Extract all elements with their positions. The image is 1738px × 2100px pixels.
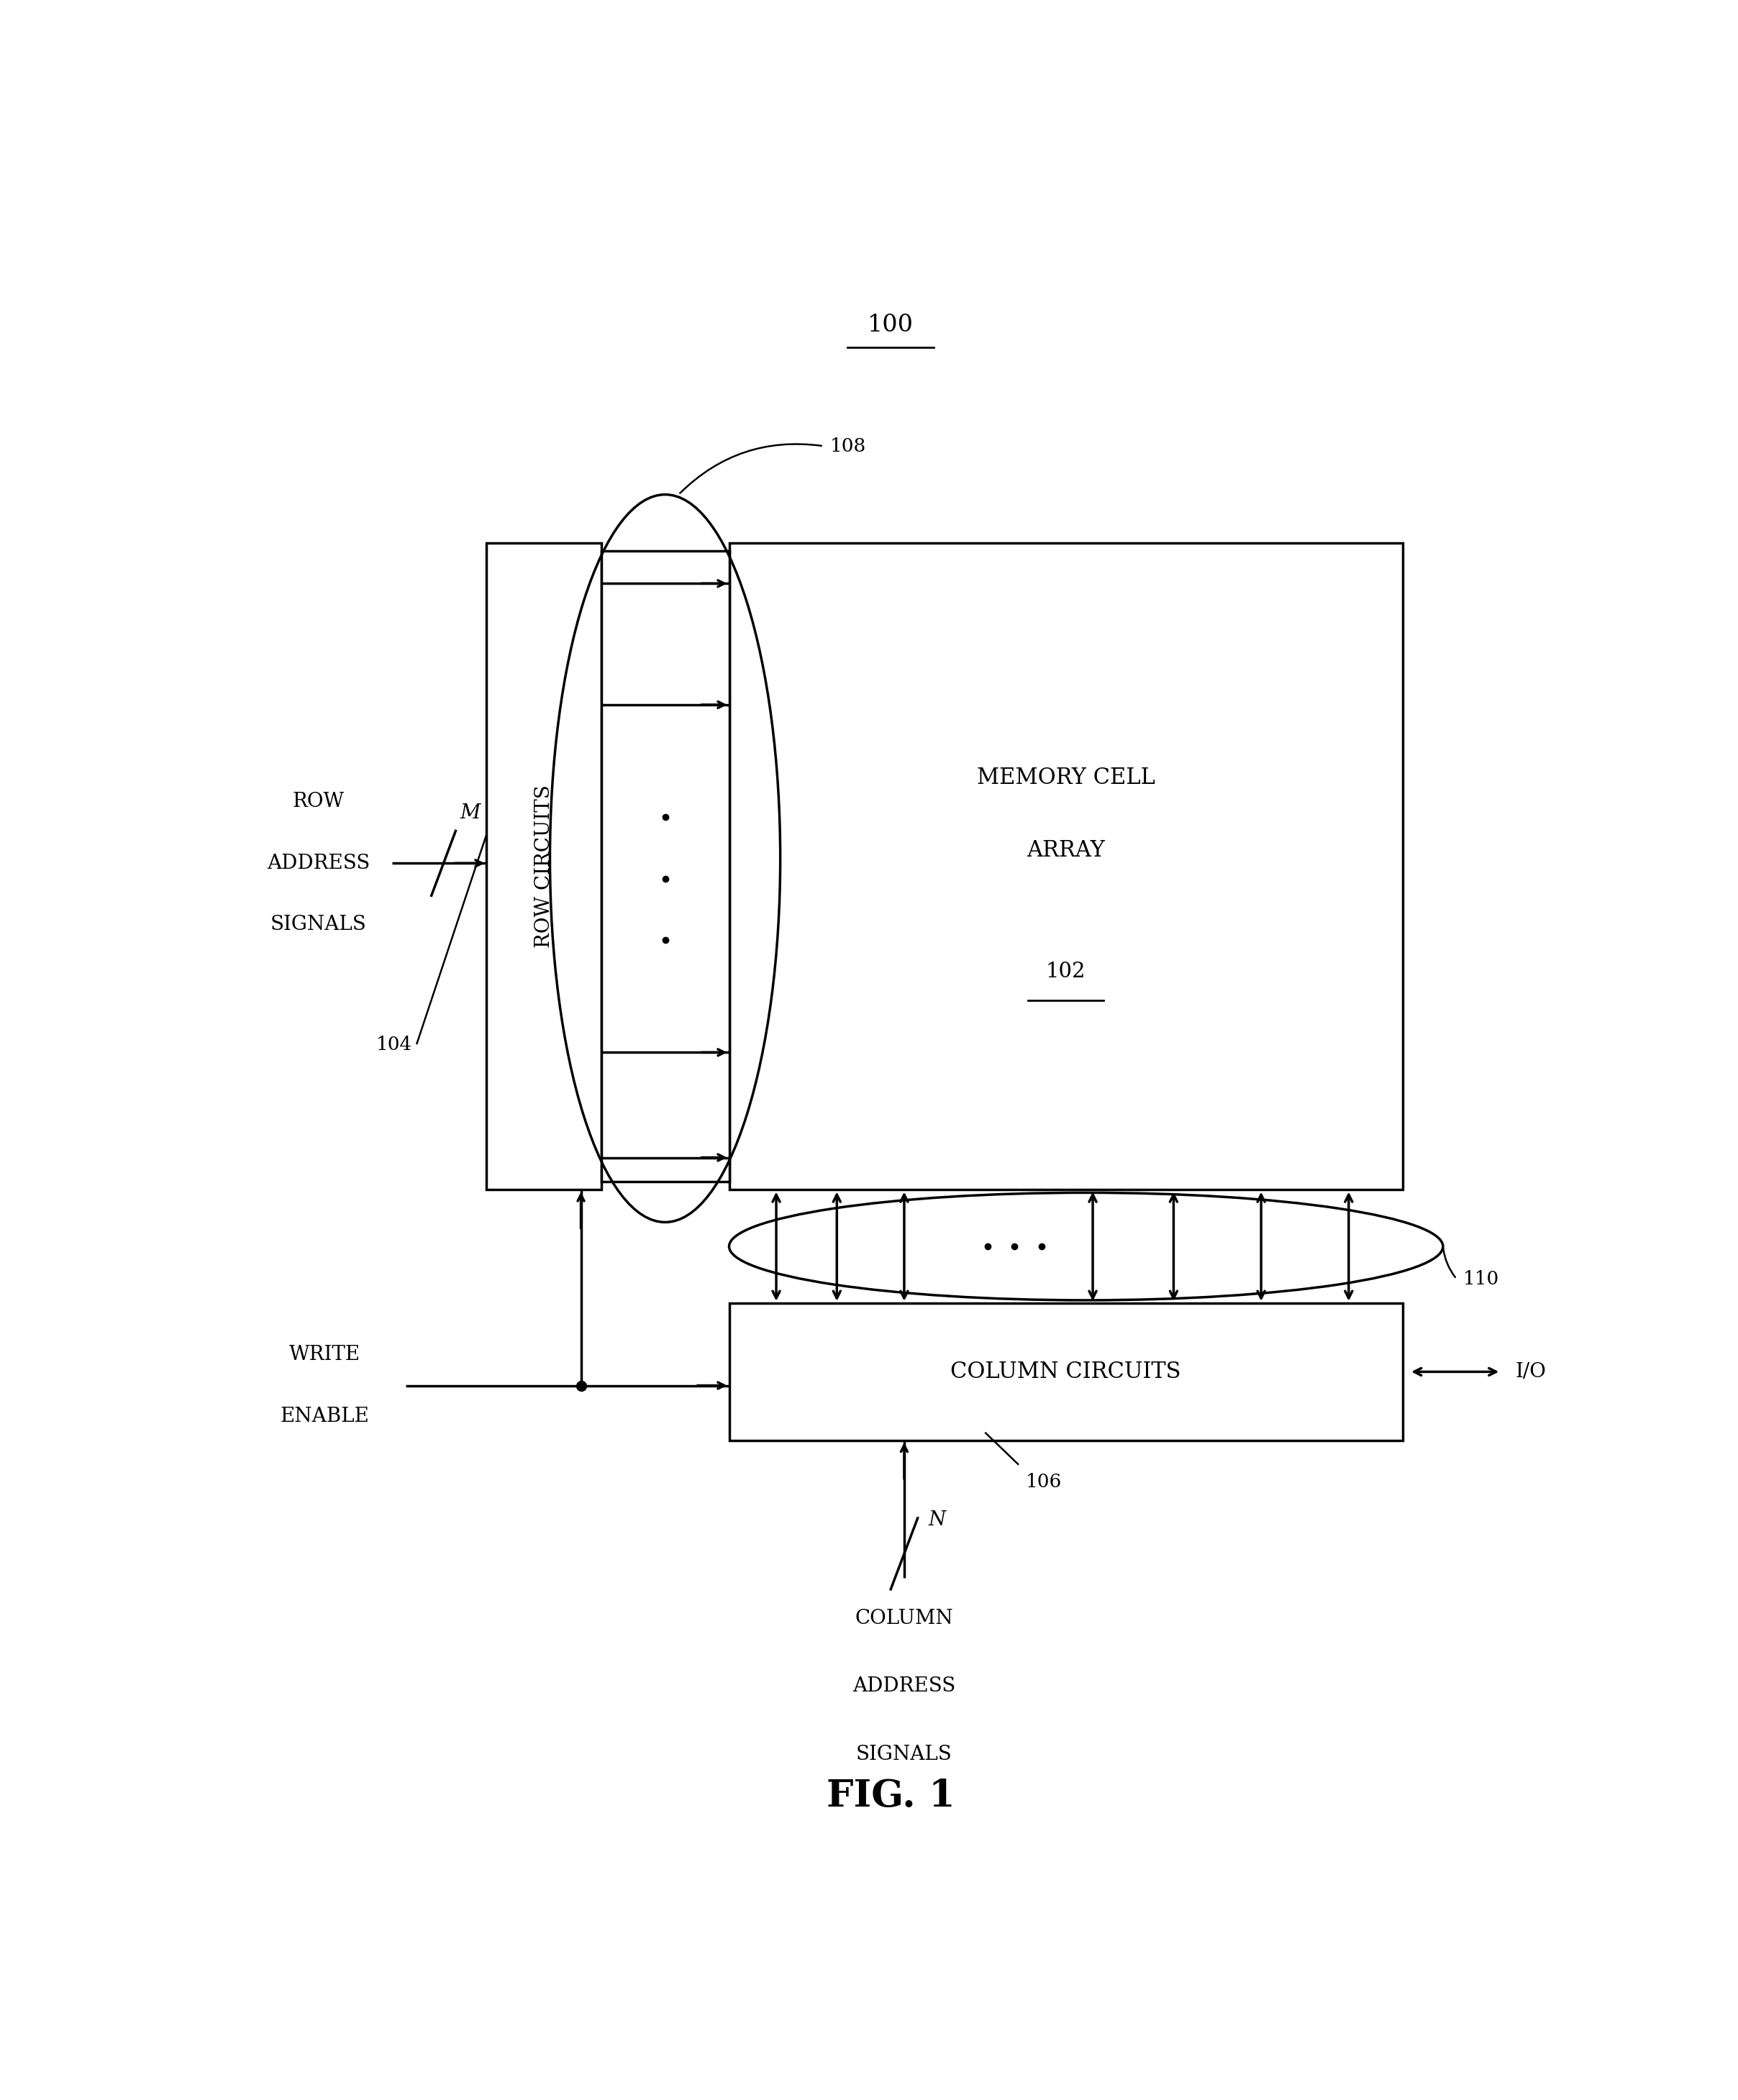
Text: MEMORY CELL: MEMORY CELL <box>977 766 1156 790</box>
Text: M: M <box>459 804 480 823</box>
Text: 108: 108 <box>831 437 866 456</box>
Bar <box>487 544 601 1191</box>
Text: WRITE: WRITE <box>289 1346 362 1365</box>
Bar <box>730 544 1403 1191</box>
Text: ENABLE: ENABLE <box>280 1407 370 1426</box>
Text: COLUMN: COLUMN <box>855 1609 954 1628</box>
Text: 110: 110 <box>1463 1270 1500 1287</box>
Text: 104: 104 <box>377 1035 412 1054</box>
Text: I/O: I/O <box>1516 1363 1545 1382</box>
Text: 106: 106 <box>1025 1472 1062 1491</box>
Text: SIGNALS: SIGNALS <box>857 1745 952 1764</box>
Text: COLUMN CIRCUITS: COLUMN CIRCUITS <box>951 1361 1182 1384</box>
Text: ARRAY: ARRAY <box>1027 840 1105 861</box>
Bar <box>601 550 730 1182</box>
Text: 102: 102 <box>1046 962 1086 981</box>
Text: FIG. 1: FIG. 1 <box>827 1779 954 1814</box>
Text: 100: 100 <box>867 313 914 336</box>
Text: N: N <box>928 1510 945 1529</box>
Text: ROW CIRCUITS: ROW CIRCUITS <box>534 785 554 947</box>
Text: ROW: ROW <box>292 792 344 811</box>
Text: ADDRESS: ADDRESS <box>853 1676 956 1697</box>
Bar <box>730 1302 1403 1441</box>
Text: ADDRESS: ADDRESS <box>266 853 370 874</box>
Text: SIGNALS: SIGNALS <box>269 916 367 934</box>
